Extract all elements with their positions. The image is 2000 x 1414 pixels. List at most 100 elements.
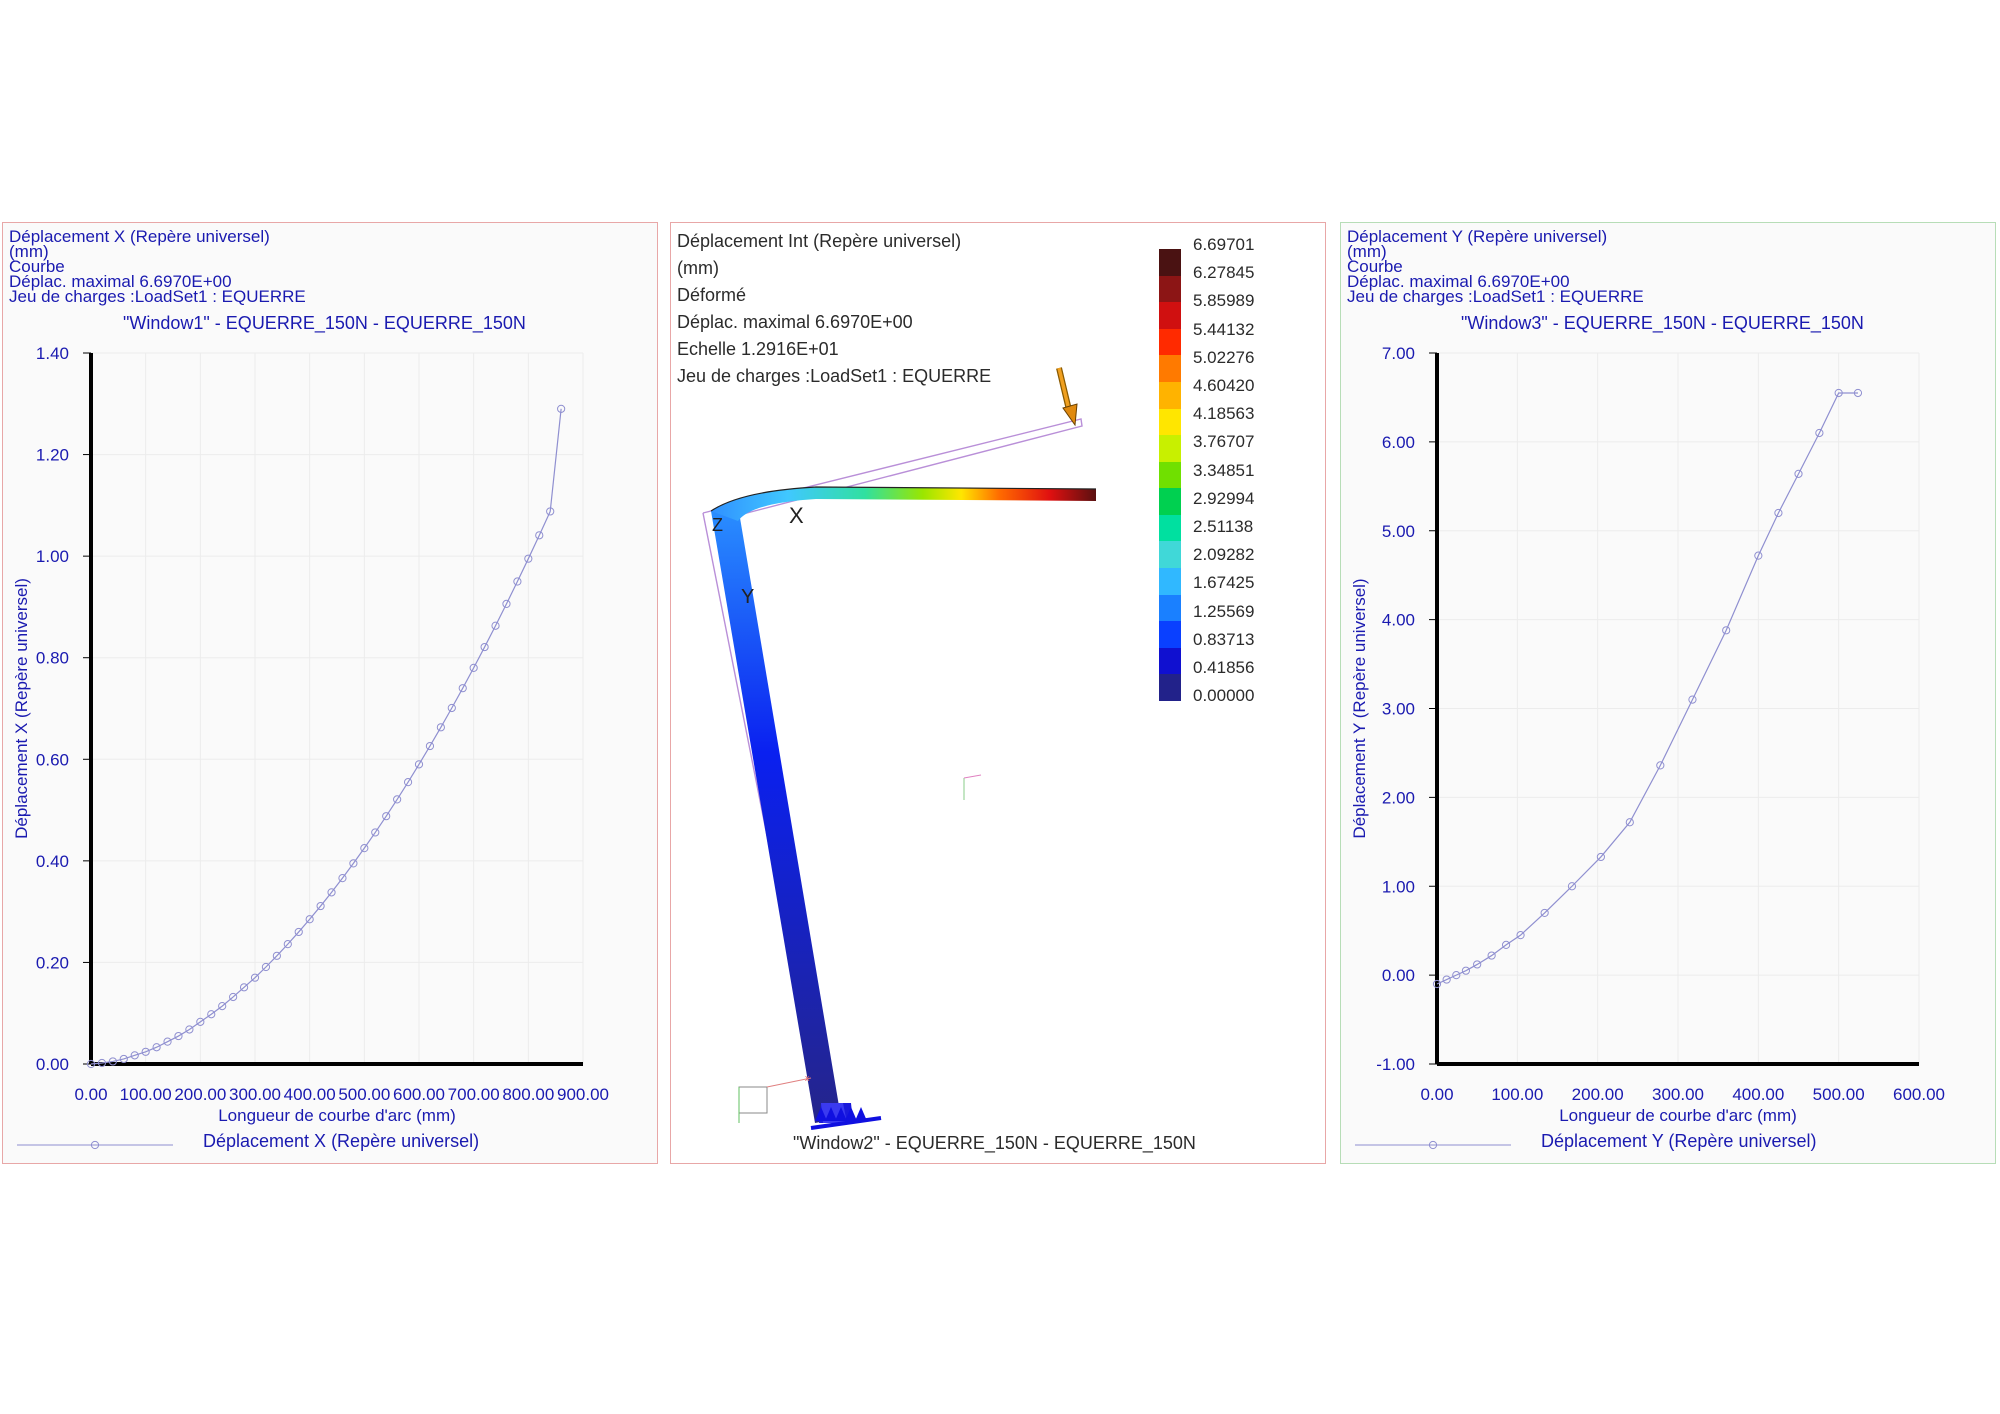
deformed-horizontal-arm: [711, 487, 1096, 521]
chart-title: "Window1" - EQUERRE_150N - EQUERRE_150N: [123, 313, 526, 333]
x-tick-label: 900.00: [557, 1085, 609, 1104]
series-line: [90, 408, 562, 1065]
colorbar-segment: [1159, 302, 1181, 330]
header-line: Jeu de charges :LoadSet1 : EQUERRE: [9, 287, 306, 306]
data-point: [1656, 761, 1665, 770]
fixed-support-icon: [810, 1103, 882, 1130]
data-point: [338, 874, 347, 883]
arm-top-edge: [710, 486, 1097, 512]
data-point: [327, 888, 336, 897]
colorbar-value-label: 1.25569: [1193, 601, 1255, 621]
colorbar-segment: [1159, 328, 1181, 356]
y-tick-label: 0.20: [36, 953, 69, 972]
header-line: Déplac. maximal 6.6970E+00: [677, 312, 913, 332]
data-point: [196, 1017, 205, 1026]
data-point: [349, 859, 358, 868]
legend-label: Déplacement X (Repère universel): [203, 1131, 479, 1151]
colorbar-segment: [1159, 408, 1181, 436]
data-point: [1487, 951, 1496, 960]
data-point: [97, 1058, 107, 1068]
y-tick-label: 1.40: [36, 344, 69, 363]
data-point: [1722, 626, 1731, 635]
legend-marker: [1428, 1140, 1438, 1150]
colorbar-value-label: 2.92994: [1193, 488, 1255, 508]
node-marker-y: Y: [741, 586, 754, 608]
data-point: [1461, 966, 1471, 975]
x-tick-label: 200.00: [174, 1085, 226, 1104]
colorbar-value-label: 5.44132: [1193, 319, 1255, 339]
colorbar-segment: [1159, 461, 1181, 489]
data-point: [152, 1043, 161, 1052]
data-point: [360, 844, 369, 853]
x-tick-label: 600.00: [1893, 1085, 1945, 1104]
data-point: [1432, 979, 1442, 989]
data-point: [207, 1010, 216, 1019]
data-point: [1442, 975, 1451, 984]
plot-panel-displacement-y: Déplacement Y (Repère universel) (mm) Co…: [1340, 222, 1996, 1164]
y-tick-label: 0.00: [1382, 966, 1415, 985]
header-line: (mm): [1347, 242, 1387, 261]
header-line: Déplac. maximal 6.6970E+00: [1347, 272, 1570, 291]
node-marker-x: X: [789, 503, 804, 528]
data-point: [1754, 551, 1763, 560]
plot-panel-displacement-x: Déplacement X (Repère universel) (mm) Co…: [2, 222, 658, 1164]
data-point: [185, 1025, 194, 1034]
data-point: [436, 723, 445, 732]
y-axis-label: Déplacement Y (Repère universel): [1350, 578, 1369, 838]
data-point: [1567, 882, 1577, 891]
data-point: [305, 915, 314, 924]
colorbar-segment: [1159, 514, 1181, 542]
data-point: [546, 507, 555, 516]
colorbar-value-label: 3.76707: [1193, 432, 1255, 452]
data-point: [447, 703, 456, 713]
x-tick-label: 400.00: [1732, 1085, 1784, 1104]
x-axis-label: Longueur de courbe d'arc (mm): [218, 1106, 456, 1125]
colorbar-segment: [1159, 594, 1181, 622]
data-point: [283, 940, 292, 949]
x-tick-label: 0.00: [74, 1085, 107, 1104]
data-point: [480, 642, 489, 652]
colorbar-value-label: 5.85989: [1193, 291, 1255, 311]
x-tick-label: 0.00: [1420, 1085, 1453, 1104]
colorbar-value-label: 0.41856: [1193, 658, 1255, 677]
data-point: [524, 554, 533, 563]
x-tick-label: 600.00: [393, 1085, 445, 1104]
colorbar-segment: [1159, 647, 1181, 675]
deformed-shape-panel: Déplacement Int (Repère universel) (mm) …: [670, 222, 1326, 1164]
header-line: Jeu de charges :LoadSet1 : EQUERRE: [1347, 287, 1644, 306]
data-point: [1625, 818, 1634, 827]
y-tick-label: -1.00: [1376, 1055, 1415, 1074]
colorbar-value-label: 0.83713: [1193, 629, 1255, 649]
x-tick-label: 100.00: [120, 1085, 172, 1104]
x-tick-label: 500.00: [338, 1085, 390, 1104]
colorbar-value-label: 6.69701: [1193, 235, 1255, 254]
legend-label: Déplacement Y (Repère universel): [1541, 1131, 1816, 1151]
colorbar-segment: [1159, 435, 1181, 463]
data-point: [119, 1054, 128, 1064]
colorbar-labels: 6.69701 6.27845 5.85989 5.44132 5.02276 4.604…: [1193, 235, 1293, 705]
colorbar-segment: [1159, 541, 1181, 569]
data-point: [229, 992, 238, 1002]
data-point: [141, 1047, 150, 1056]
y-tick-label: 4.00: [1382, 611, 1415, 630]
data-point: [239, 983, 249, 992]
data-point: [174, 1031, 183, 1041]
series-line: [1436, 392, 1858, 985]
legend-marker: [90, 1140, 100, 1150]
y-tick-label: 2.00: [1382, 788, 1415, 807]
colorbar-value-label: 2.51138: [1193, 517, 1254, 536]
colorbar-value-label: 4.60420: [1193, 376, 1255, 395]
y-tick-label: 5.00: [1382, 522, 1415, 541]
data-point: [371, 828, 380, 837]
svg-text:x: x: [805, 1073, 810, 1083]
deformed-vertical-leg: [711, 506, 841, 1123]
data-point: [1794, 469, 1803, 478]
data-point: [1774, 508, 1783, 518]
y-tick-label: 0.00: [36, 1055, 69, 1074]
x-tick-label: 200.00: [1572, 1085, 1624, 1104]
data-point: [1501, 940, 1511, 950]
colorbar-value-label: 2.09282: [1193, 545, 1255, 565]
data-point: [1473, 960, 1482, 969]
load-arrow-icon: [1056, 367, 1078, 427]
data-point: [130, 1051, 139, 1060]
